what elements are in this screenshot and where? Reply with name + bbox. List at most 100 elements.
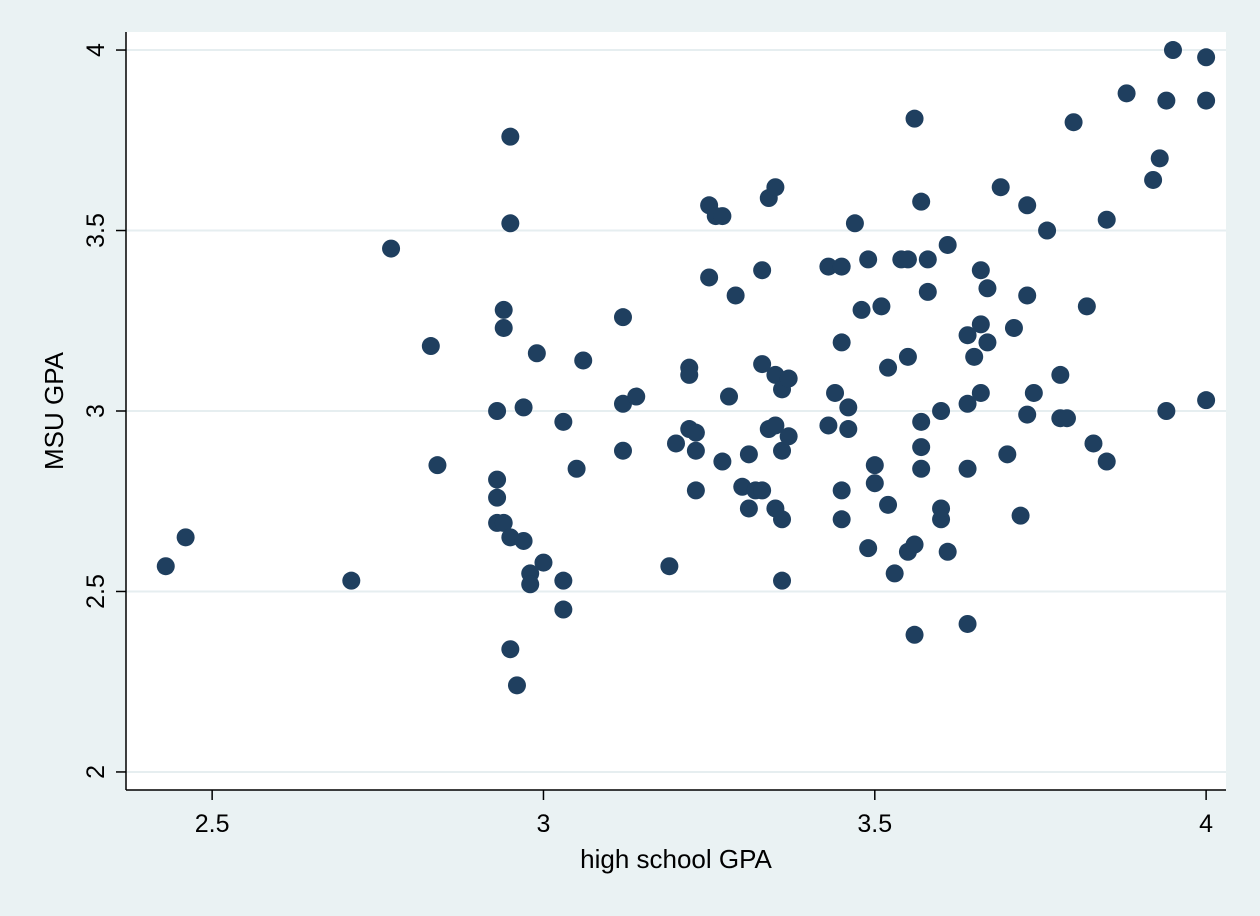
data-point-74 <box>839 398 858 417</box>
data-point-65 <box>779 369 798 388</box>
data-point-128 <box>1084 434 1103 453</box>
data-point-30 <box>613 394 632 413</box>
data-point-28 <box>574 351 593 370</box>
data-point-4 <box>421 337 440 356</box>
data-point-131 <box>1117 84 1136 103</box>
data-point-49 <box>739 445 758 464</box>
data-point-94 <box>912 412 931 431</box>
data-point-107 <box>958 459 977 478</box>
y-tick-label-3: 3.5 <box>82 213 110 248</box>
data-point-45 <box>713 452 732 471</box>
data-point-87 <box>898 250 917 269</box>
data-point-76 <box>845 214 864 233</box>
data-point-137 <box>1197 48 1216 67</box>
data-point-16 <box>501 640 520 659</box>
data-point-2 <box>342 571 361 590</box>
data-point-139 <box>1197 391 1216 410</box>
data-point-53 <box>753 355 772 374</box>
y-axis-title: MSU GPA <box>39 351 69 470</box>
data-point-113 <box>978 333 997 352</box>
data-point-70 <box>832 333 851 352</box>
data-point-39 <box>686 441 705 460</box>
data-point-19 <box>514 531 533 550</box>
data-point-40 <box>686 481 705 500</box>
data-point-64 <box>773 510 792 529</box>
data-point-134 <box>1157 91 1176 110</box>
data-point-102 <box>938 235 957 254</box>
data-point-109 <box>971 261 990 280</box>
data-point-63 <box>773 441 792 460</box>
data-point-105 <box>958 326 977 345</box>
data-point-25 <box>554 571 573 590</box>
data-point-106 <box>958 394 977 413</box>
data-point-61 <box>773 571 792 590</box>
data-point-6 <box>488 402 507 420</box>
data-point-18 <box>514 398 533 417</box>
data-point-121 <box>1024 383 1043 402</box>
data-point-22 <box>527 344 546 363</box>
data-point-117 <box>1011 506 1030 525</box>
data-point-11 <box>494 300 513 319</box>
data-point-91 <box>905 625 924 644</box>
data-point-69 <box>826 383 845 402</box>
data-point-138 <box>1197 91 1216 110</box>
data-point-33 <box>660 557 679 576</box>
data-point-7 <box>488 470 507 489</box>
x-axis-ticks: 2.5 3 3.5 4 <box>195 790 1213 838</box>
data-point-130 <box>1097 452 1116 471</box>
data-point-80 <box>865 456 884 475</box>
data-points <box>156 41 1216 695</box>
data-point-83 <box>879 495 898 514</box>
data-point-27 <box>567 459 586 478</box>
data-point-82 <box>872 297 891 316</box>
data-point-93 <box>912 192 931 211</box>
data-point-71 <box>832 481 851 500</box>
data-point-50 <box>739 499 758 518</box>
data-point-38 <box>686 423 705 442</box>
data-point-29 <box>613 308 632 327</box>
data-point-75 <box>832 510 851 529</box>
data-point-100 <box>932 499 951 518</box>
data-point-59 <box>766 416 785 435</box>
data-point-111 <box>971 383 990 402</box>
data-point-95 <box>912 459 931 478</box>
data-point-42 <box>700 268 719 287</box>
data-point-1 <box>176 528 195 547</box>
y-tick-label-0: 2 <box>82 765 110 779</box>
data-point-118 <box>1018 196 1037 215</box>
data-point-122 <box>1038 221 1057 240</box>
data-point-98 <box>918 282 937 301</box>
data-point-129 <box>1097 210 1116 229</box>
data-point-34 <box>667 434 685 453</box>
data-point-10 <box>494 513 513 532</box>
data-point-108 <box>965 347 984 366</box>
data-point-110 <box>971 315 990 334</box>
data-point-3 <box>382 239 401 258</box>
data-point-0 <box>156 557 175 576</box>
data-point-81 <box>865 474 884 493</box>
data-point-32 <box>627 387 646 406</box>
data-point-12 <box>494 318 513 337</box>
data-point-72 <box>832 257 851 276</box>
data-point-73 <box>839 420 858 439</box>
x-tick-label-1: 3 <box>537 810 551 838</box>
data-point-31 <box>613 441 632 460</box>
data-point-119 <box>1018 286 1037 305</box>
gridlines <box>126 49 1226 773</box>
data-point-47 <box>726 286 745 305</box>
data-point-85 <box>885 564 904 583</box>
data-point-52 <box>753 261 772 280</box>
x-tick-label-0: 2.5 <box>195 810 230 838</box>
data-point-17 <box>507 676 526 695</box>
data-point-126 <box>1064 113 1083 132</box>
x-axis-title: high school GPA <box>580 844 772 874</box>
data-point-114 <box>991 178 1010 197</box>
data-point-26 <box>554 600 573 619</box>
data-point-120 <box>1018 405 1037 424</box>
data-point-116 <box>1004 318 1023 337</box>
data-point-46 <box>720 387 739 406</box>
data-point-115 <box>998 445 1017 464</box>
data-point-13 <box>501 127 520 146</box>
data-point-92 <box>905 535 924 554</box>
